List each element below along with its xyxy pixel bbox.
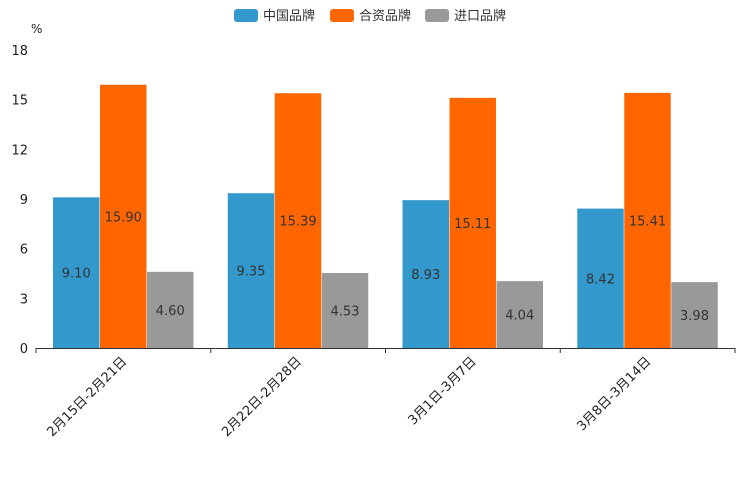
bar-value-label: 9.35 bbox=[237, 265, 266, 280]
legend: 中国品牌 合资品牌 进口品牌 bbox=[234, 8, 506, 24]
bar-2-1 bbox=[100, 84, 147, 349]
bar-value-label: 4.53 bbox=[331, 305, 360, 320]
y-axis: 0 3 6 9 12 15 18 bbox=[11, 44, 28, 357]
bar-1-2 bbox=[227, 193, 275, 348]
bar-1-3 bbox=[402, 200, 449, 348]
y-tick-label: 0 bbox=[20, 342, 28, 357]
bars-group: 9.10 15.90 4.60 9.35 15.39 4.53 8.93 15.11 4.04 8… bbox=[53, 84, 718, 349]
bar-value-label: 15.90 bbox=[105, 210, 142, 225]
x-category-label: 3月1日-3月7日 bbox=[406, 354, 480, 428]
legend-swatch[interactable] bbox=[330, 9, 354, 22]
y-axis-unit-label: % bbox=[31, 22, 42, 36]
bar-1-4 bbox=[577, 208, 624, 348]
bar-value-label: 8.93 bbox=[411, 268, 440, 283]
bar-value-label: 9.10 bbox=[62, 267, 91, 282]
x-axis: 2月15日-2月21日 2月22日-2月28日 3月1日-3月7日 3月8日-3月14… bbox=[35, 348, 736, 440]
legend-swatch[interactable] bbox=[234, 9, 258, 22]
bar-3-2 bbox=[321, 273, 369, 348]
x-category-label: 2月15日-2月21日 bbox=[44, 354, 130, 440]
y-tick-label: 6 bbox=[20, 243, 28, 258]
bar-value-label: 3.98 bbox=[680, 309, 709, 324]
bar-3-4 bbox=[671, 282, 718, 348]
y-tick-label: 12 bbox=[11, 143, 28, 158]
bar-3-1 bbox=[147, 271, 194, 348]
legend-label[interactable]: 进口品牌 bbox=[454, 8, 506, 24]
x-category-label: 2月22日-2月28日 bbox=[219, 354, 305, 440]
y-tick-label: 18 bbox=[11, 44, 28, 59]
bar-value-label: 15.41 bbox=[629, 214, 666, 229]
y-tick-label: 3 bbox=[20, 292, 28, 307]
legend-label[interactable]: 中国品牌 bbox=[263, 8, 315, 24]
y-tick-label: 15 bbox=[11, 94, 28, 109]
bar-value-label: 8.42 bbox=[586, 272, 615, 287]
bar-2-2 bbox=[274, 93, 322, 349]
bar-value-label: 15.39 bbox=[279, 215, 316, 230]
legend-label[interactable]: 合资品牌 bbox=[359, 8, 411, 24]
bar-2-3 bbox=[449, 97, 496, 349]
legend-swatch[interactable] bbox=[425, 9, 449, 22]
bar-value-label: 4.04 bbox=[505, 309, 534, 324]
y-tick-label: 9 bbox=[20, 193, 28, 208]
bar-1-1 bbox=[53, 197, 100, 348]
x-category-label: 3月8日-3月14日 bbox=[575, 354, 655, 434]
bar-value-label: 15.11 bbox=[454, 217, 491, 232]
bar-3-3 bbox=[496, 281, 543, 348]
bar-value-label: 4.60 bbox=[156, 304, 185, 319]
bar-2-4 bbox=[624, 92, 671, 348]
